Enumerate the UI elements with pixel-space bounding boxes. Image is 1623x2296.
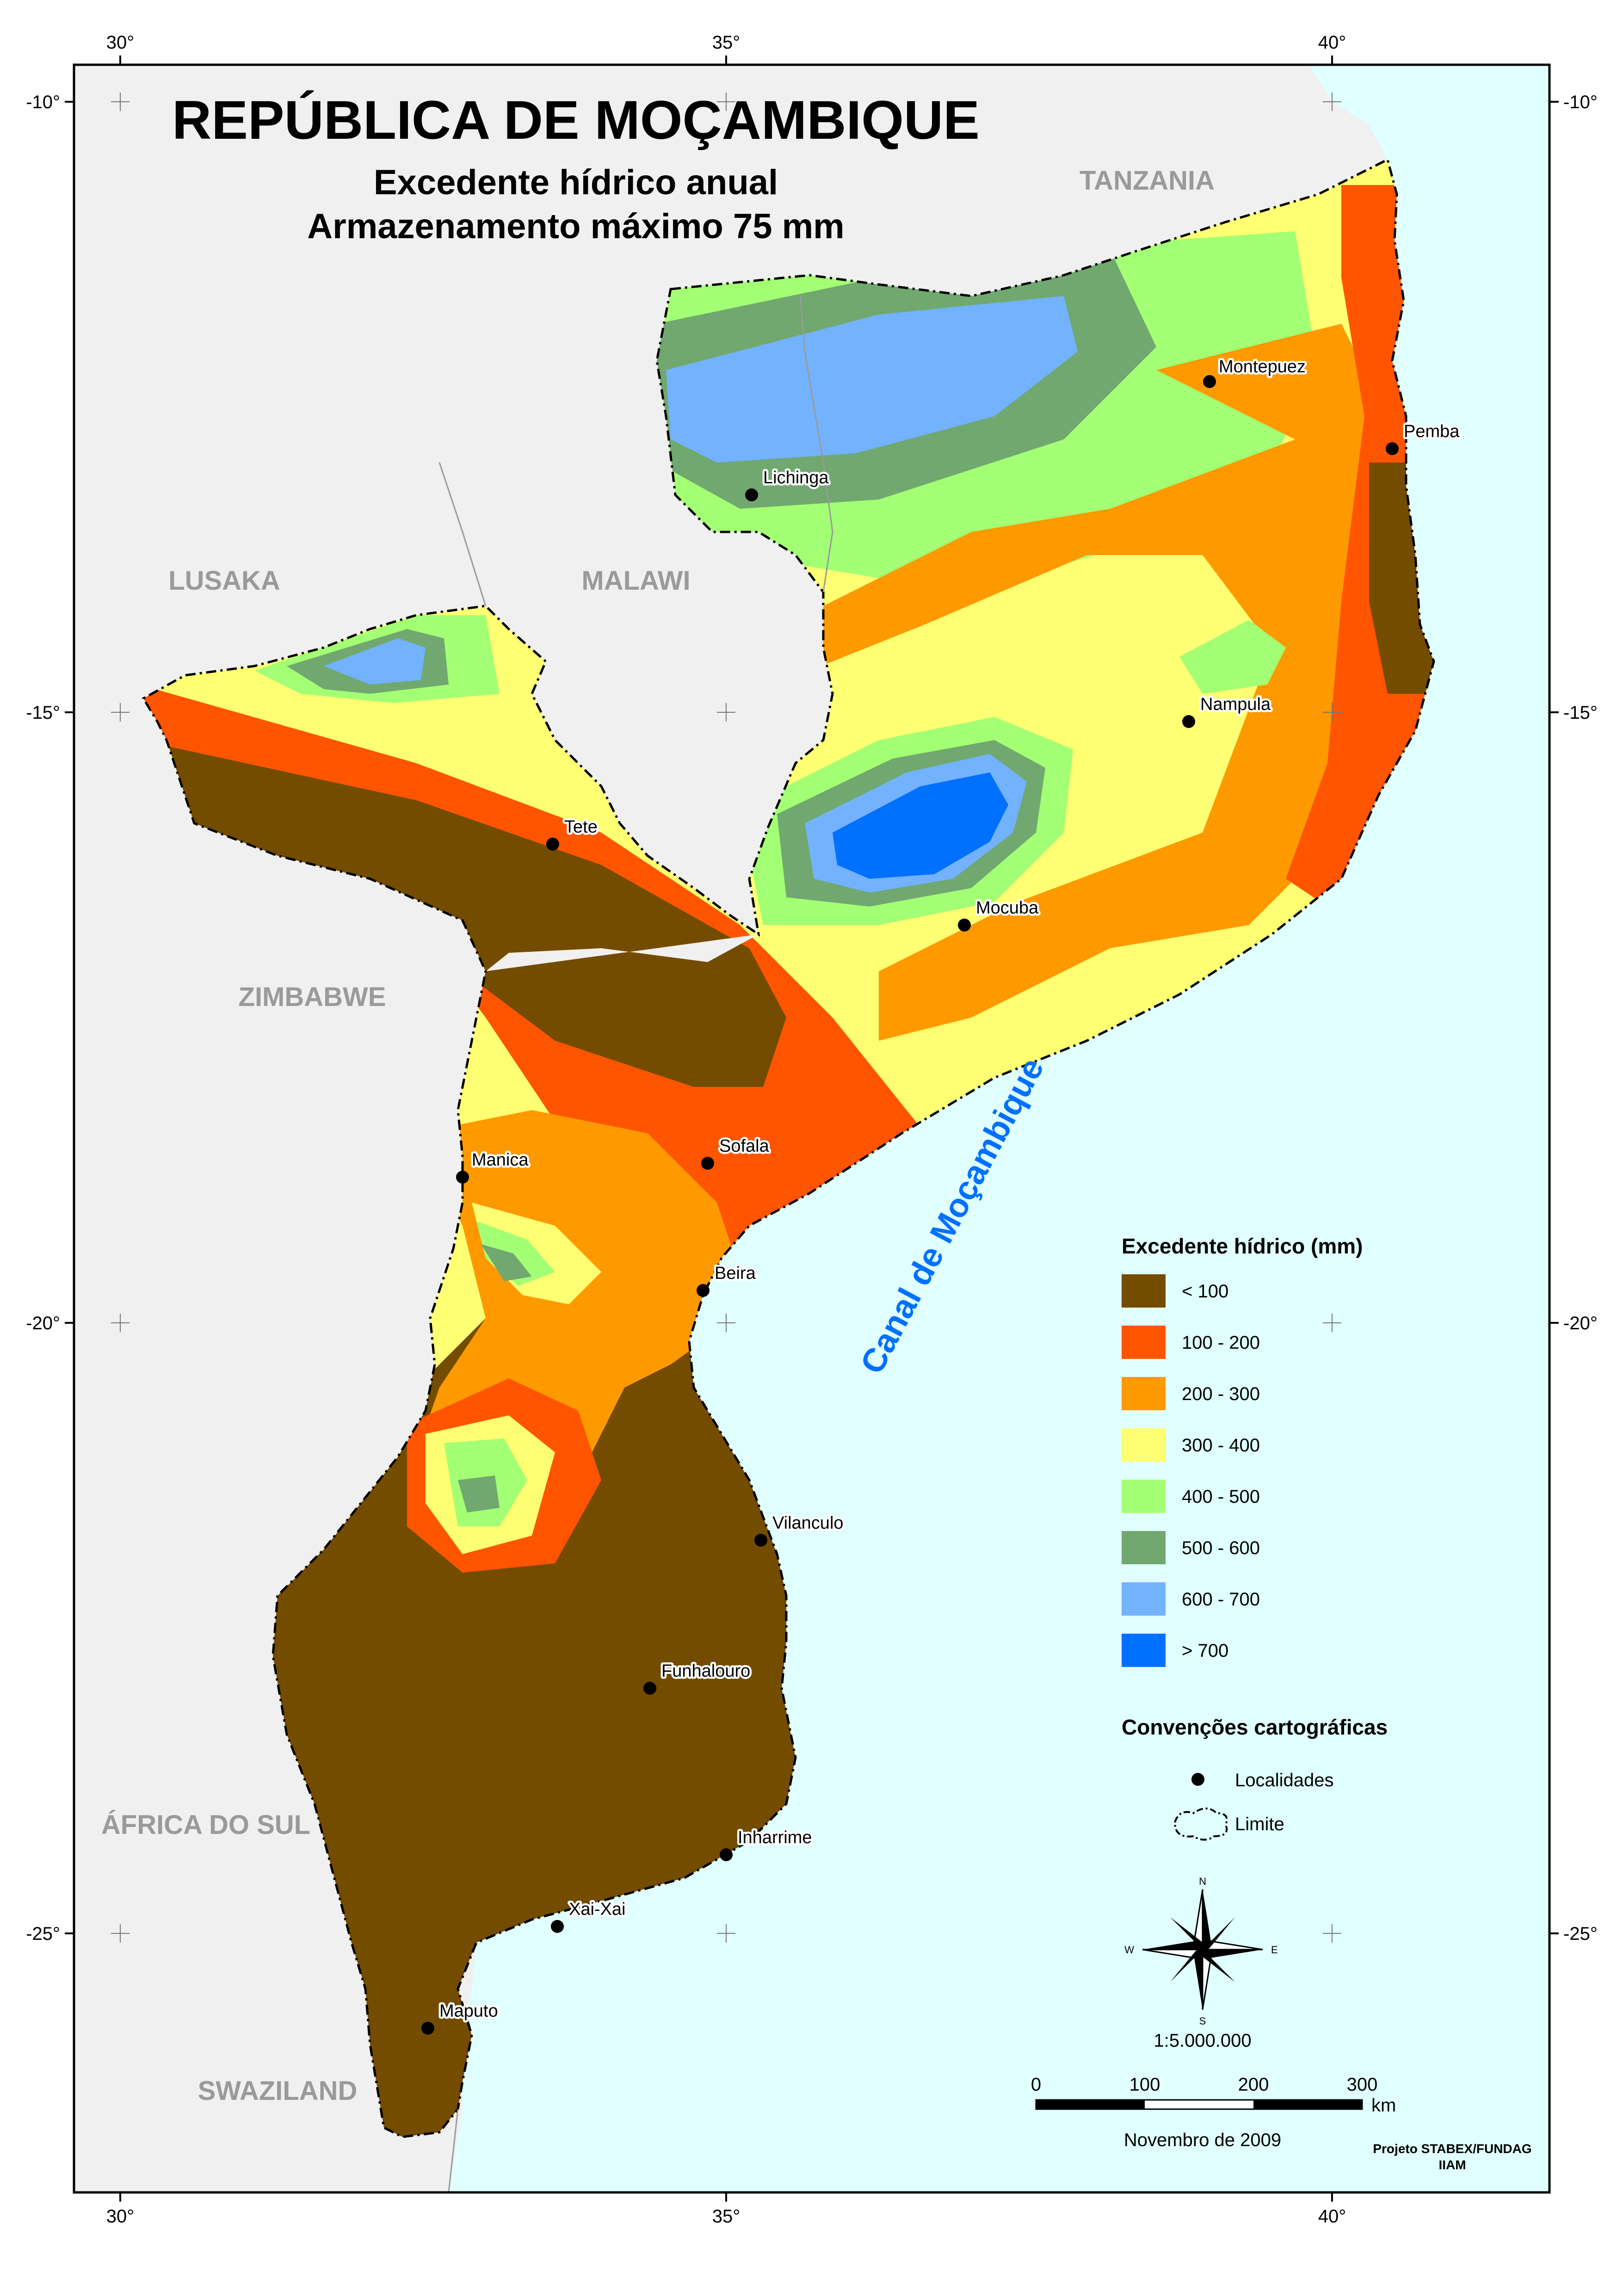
legend: Excedente hídrico (mm) < 100 100 - 200 2… — [1122, 1234, 1363, 1667]
city-label-funhalouro: Funhalouro — [661, 1661, 750, 1681]
city-label-pemba: Pemba — [1404, 422, 1460, 441]
credits-line-2: IIAM — [1438, 2158, 1466, 2172]
legend-label-4: 400 - 500 — [1182, 1487, 1260, 1507]
city-label-beira: Beira — [715, 1264, 756, 1283]
frame-border — [73, 63, 1551, 2194]
city-dot-tete — [546, 838, 559, 851]
lat-label-15-right: -15° — [1563, 703, 1598, 723]
city-dot-nampula — [1182, 715, 1195, 728]
compass-n: N — [1199, 1876, 1206, 1887]
legend-label-6: 600 - 700 — [1182, 1589, 1260, 1610]
graticule — [111, 93, 1341, 1943]
city-label-inharrime: Inharrime — [738, 1828, 812, 1847]
legend-swatch-6 — [1122, 1582, 1166, 1616]
scale-tick-300: 300 — [1347, 2074, 1378, 2095]
scale-tick-100: 100 — [1129, 2074, 1160, 2095]
city-label-lichinga: Lichinga — [763, 468, 829, 488]
city-dot-manica — [456, 1171, 469, 1184]
country-label-malawi: MALAWI — [581, 566, 690, 596]
city-label-montepuez: Montepuez — [1219, 357, 1306, 376]
city-dot-sofala — [701, 1157, 714, 1170]
city-dot-beira — [697, 1284, 710, 1297]
compass-w: W — [1124, 1944, 1134, 1956]
lat-label-25-right: -25° — [1563, 1924, 1598, 1944]
city-dot-maputo — [421, 2022, 434, 2035]
map-subtitle-1: Excedente hídrico anual — [374, 163, 778, 202]
compass-e: E — [1271, 1944, 1278, 1956]
lat-label-25-left: -25° — [26, 1924, 60, 1944]
lat-label-10-left: -10° — [26, 92, 60, 112]
legend-swatch-3 — [1122, 1428, 1166, 1462]
cities: Montepuez Pemba Lichinga Nampula Tete Mo… — [421, 355, 1462, 2035]
legend-swatch-4 — [1122, 1480, 1166, 1513]
legend-swatch-5 — [1122, 1531, 1166, 1564]
city-label-sofala: Sofala — [719, 1136, 770, 1156]
lat-label-20-left: -20° — [26, 1313, 60, 1333]
city-dot-montepuez — [1203, 375, 1216, 388]
neighbour-borders — [438, 296, 833, 2193]
scale-tick-200: 200 — [1238, 2074, 1269, 2095]
city-label-manica: Manica — [472, 1150, 529, 1170]
axis-ticks — [65, 56, 1559, 2202]
lon-label-35-bottom: 35° — [712, 2206, 741, 2227]
map-title: REPÚBLICA DE MOÇAMBIQUE — [172, 90, 980, 151]
limit-symbol — [1173, 1808, 1228, 1841]
lat-label-15-left: -15° — [26, 703, 60, 723]
city-dot-xai-xai — [551, 1920, 564, 1933]
city-dot-vilanculo — [754, 1534, 767, 1547]
country-label-lusaka: LUSAKA — [168, 566, 280, 596]
compass-s: S — [1199, 2015, 1206, 2027]
conventions-title: Convenções cartográficas — [1122, 1715, 1388, 1739]
legend-swatch-0 — [1122, 1274, 1166, 1308]
lon-label-30-top: 30° — [106, 32, 135, 53]
city-label-tete: Tete — [564, 817, 598, 837]
credits-line-1: Projeto STABEX/FUNDAG — [1373, 2142, 1531, 2156]
legend-swatch-1 — [1122, 1326, 1166, 1359]
city-dot-mocuba — [958, 919, 971, 932]
city-label-maputo: Maputo — [439, 2001, 498, 2021]
legend-label-3: 300 - 400 — [1182, 1435, 1260, 1456]
lat-label-10-right: -10° — [1563, 92, 1598, 112]
lon-label-35-top: 35° — [712, 32, 741, 53]
lon-label-30-bottom: 30° — [106, 2206, 135, 2227]
city-label-mocuba: Mocuba — [976, 898, 1039, 918]
legend-label-7: > 700 — [1182, 1641, 1228, 1661]
conventions-localities: Localidades — [1235, 1770, 1334, 1790]
legend-swatch-2 — [1122, 1377, 1166, 1410]
lon-label-40-bottom: 40° — [1318, 2206, 1346, 2227]
legend-label-0: < 100 — [1182, 1281, 1228, 1302]
sea-area — [449, 65, 1549, 2192]
legend-label-1: 100 - 200 — [1182, 1333, 1260, 1353]
legend-swatch-7 — [1122, 1634, 1166, 1667]
city-label-nampula: Nampula — [1200, 695, 1271, 714]
scale-unit: km — [1371, 2095, 1396, 2116]
scale-tick-0: 0 — [1031, 2074, 1041, 2095]
compass-rose: N S E W — [1124, 1876, 1277, 2027]
scale-bar: 1:5.000.000 0 100 200 300 km — [1031, 2031, 1396, 2116]
country-label-zimbabwe: ZIMBABWE — [239, 982, 386, 1012]
conventions: Convenções cartográficas Localidades Lim… — [1122, 1715, 1388, 1841]
map-subtitle-2: Armazenamento máximo 75 mm — [307, 207, 845, 246]
legend-label-5: 500 - 600 — [1182, 1538, 1260, 1558]
legend-title: Excedente hídrico (mm) — [1122, 1234, 1363, 1258]
lat-label-20-right: -20° — [1563, 1313, 1598, 1333]
localities-symbol — [1191, 1773, 1204, 1786]
lon-label-40-top: 40° — [1318, 32, 1346, 53]
map-date: Novembro de 2009 — [1124, 2130, 1281, 2150]
country-label-swaziland: SWAZILAND — [198, 2076, 358, 2106]
country-label-tanzania: TANZANIA — [1080, 166, 1215, 196]
scale-ratio: 1:5.000.000 — [1154, 2031, 1251, 2051]
city-dot-funhalouro — [643, 1682, 656, 1695]
legend-label-2: 200 - 300 — [1182, 1384, 1260, 1404]
city-label-vilanculo: Vilanculo — [772, 1513, 844, 1533]
country-label-south-africa: ÁFRICA DO SUL — [101, 1810, 310, 1840]
mozambique-boundary — [142, 158, 1435, 2138]
city-dot-pemba — [1386, 442, 1399, 455]
city-dot-lichinga — [745, 488, 758, 501]
city-dot-inharrime — [720, 1848, 733, 1861]
conventions-limit: Limite — [1235, 1814, 1284, 1834]
city-label-xai-xai: Xai-Xai — [569, 1900, 626, 1919]
